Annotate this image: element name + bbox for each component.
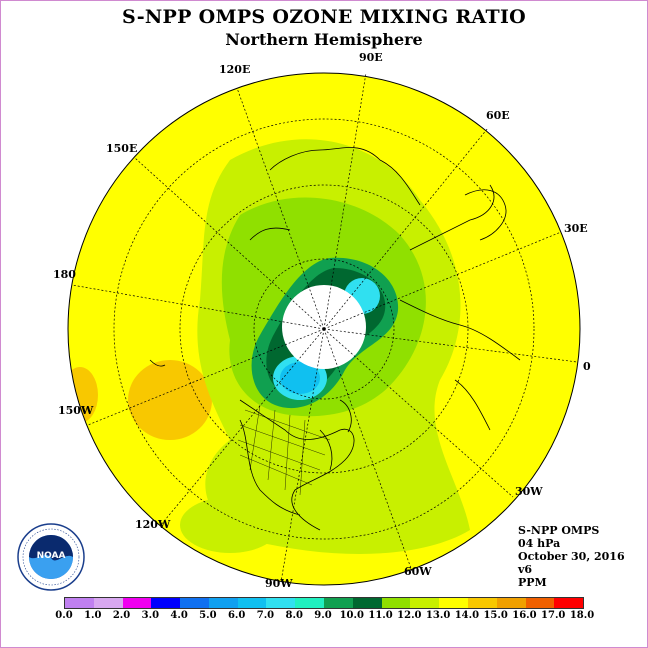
lon-label-180: 180 xyxy=(53,268,76,281)
political-boundaries xyxy=(237,404,331,496)
colorbar-tick-label: 13.0 xyxy=(425,610,451,621)
colorbar-tick-label: 7.0 xyxy=(256,610,275,621)
colorbar-segment xyxy=(439,598,468,608)
colorbar-tick-label: 5.0 xyxy=(199,610,217,621)
info-level: 04 hPa xyxy=(518,537,561,550)
lon-label-120w: 120W xyxy=(135,518,171,531)
colorbar-tick-label: 2.0 xyxy=(112,610,131,621)
coastlines xyxy=(149,147,521,531)
lon-label-60w: 60W xyxy=(404,565,432,578)
colorbar-segment xyxy=(381,598,411,608)
ozone-field-12ppm-south xyxy=(180,497,280,553)
map-boundary xyxy=(67,72,581,586)
colorbar-segment xyxy=(93,598,123,608)
colorbar-segment xyxy=(324,598,353,608)
lon-label-150w: 150W xyxy=(58,404,94,417)
colorbar-segment xyxy=(122,598,152,608)
noaa-logo: NOAA xyxy=(17,523,85,591)
colorbar-tick-label: 14.0 xyxy=(454,610,480,621)
colorbar-segment xyxy=(208,598,238,608)
colorbar-segment xyxy=(352,598,382,608)
product-info: S-NPP OMPS 04 hPa October 30, 2016 v6 PP… xyxy=(518,524,625,589)
lon-label-60e: 60E xyxy=(486,109,510,122)
colorbar-tick-label: 6.0 xyxy=(227,610,246,621)
colorbar-tick-label: 12.0 xyxy=(397,610,422,621)
lon-label-150e: 150E xyxy=(106,142,137,155)
colorbar-tick-label: 3.0 xyxy=(141,610,160,621)
lon-label-30w: 30W xyxy=(515,485,543,498)
colorbar-tick-label: 11.0 xyxy=(368,610,393,621)
map-title: S-NPP OMPS OZONE MIXING RATIO xyxy=(121,6,527,28)
colorbar-tick-label: 15.0 xyxy=(483,610,508,621)
lon-label-0: 0 xyxy=(583,360,591,373)
colorbar-segment xyxy=(295,598,325,608)
graticule xyxy=(71,72,578,583)
colorbar-segment xyxy=(266,598,296,608)
map-subtitle: Northern Hemisphere xyxy=(225,30,423,49)
colorbar-segment xyxy=(237,598,267,608)
colorbar-segment xyxy=(496,598,526,608)
colorbar-segment xyxy=(180,598,209,608)
colorbar-tick-label: 4.0 xyxy=(170,610,188,621)
lon-label-30e: 30E xyxy=(564,222,588,235)
colorbar-ticks: 0.0 1.0 2.0 3.0 4.0 5.0 6.0 7.0 8.0 9.0 10.0 11.0 12… xyxy=(52,610,596,624)
info-version: v6 xyxy=(518,563,533,576)
colorbar-tick-label: 8.0 xyxy=(285,610,303,621)
lon-label-90e: 90E xyxy=(359,51,383,64)
colorbar-tick-label: 10.0 xyxy=(339,610,364,621)
colorbar-segment xyxy=(554,598,584,608)
colorbar-tick-label: 0.0 xyxy=(55,610,73,621)
lon-label-120e: 120E xyxy=(219,63,250,76)
colorbar-segment xyxy=(467,598,497,608)
ozone-field-14ppm-west xyxy=(128,360,212,440)
colorbar-tick-label: 16.0 xyxy=(512,610,537,621)
colorbar-tick-label: 17.0 xyxy=(541,610,566,621)
info-units: PPM xyxy=(518,576,547,589)
colorbar-segment xyxy=(151,598,181,608)
colorbar xyxy=(64,597,584,609)
colorbar-tick-label: 18.0 xyxy=(569,610,595,621)
noaa-logo-text: NOAA xyxy=(37,551,66,561)
info-instrument: S-NPP OMPS xyxy=(518,524,600,537)
colorbar-segment xyxy=(65,598,94,608)
colorbar-segment xyxy=(525,598,555,608)
info-date: October 30, 2016 xyxy=(518,550,625,563)
lon-label-90w: 90W xyxy=(265,577,293,590)
colorbar-tick-label: 9.0 xyxy=(314,610,332,621)
colorbar-segment xyxy=(410,598,440,608)
colorbar-tick-label: 1.0 xyxy=(84,610,102,621)
